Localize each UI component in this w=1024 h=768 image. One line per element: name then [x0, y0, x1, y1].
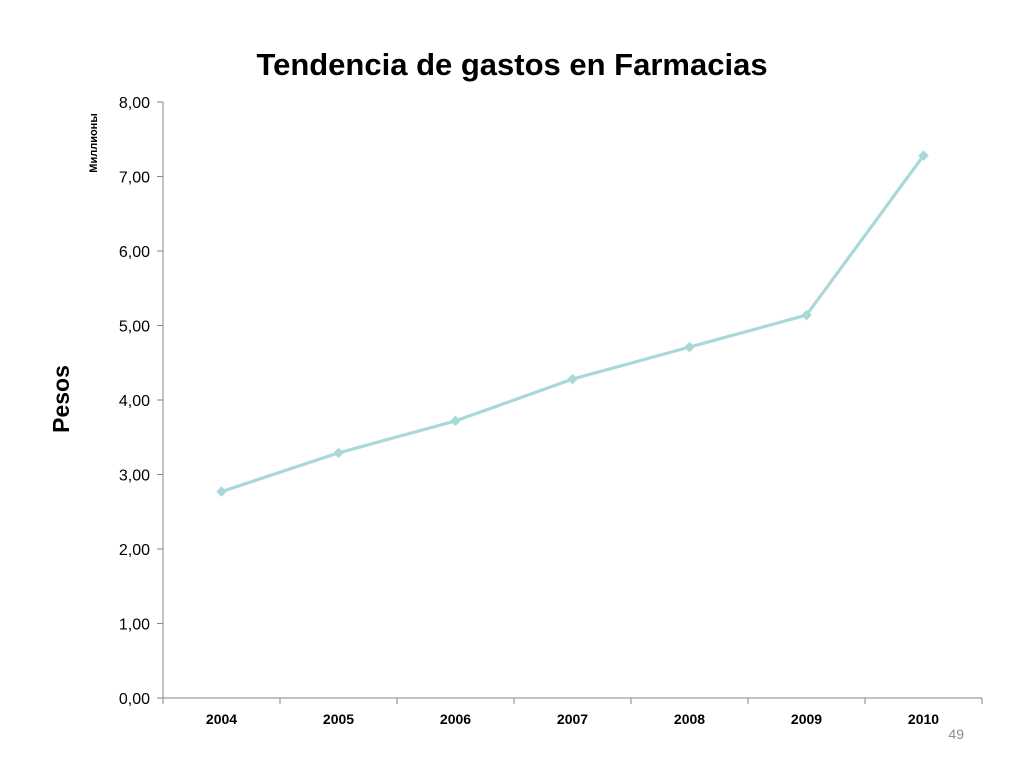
x-tick-labels: 2004 2005 2006 2007 2008 2009 2010 [206, 711, 939, 727]
y-tick-label: 5,00 [119, 319, 150, 336]
data-point-marker [216, 486, 227, 497]
x-tick-label: 2005 [323, 711, 354, 727]
y-tick-label: 7,00 [119, 170, 150, 187]
y-axis-label: Pesos [48, 365, 74, 433]
y-tick-labels: 0,00 1,00 2,00 3,00 4,00 5,00 6,00 7,00 8,00 [119, 95, 150, 708]
y-tick-label: 3,00 [119, 468, 150, 485]
x-tick-label: 2009 [791, 711, 822, 727]
data-point-marker [333, 447, 344, 459]
y-tick-label: 6,00 [119, 244, 150, 261]
x-tick-label: 2006 [440, 711, 471, 727]
x-tick-label: 2010 [908, 711, 939, 727]
chart-title: Tendencia de gastos en Farmacias [256, 47, 767, 82]
y-tick-label: 1,00 [119, 617, 150, 634]
chart-axes [157, 101, 983, 704]
y-axis-unit-label: Миллионы [88, 113, 100, 172]
series-group [216, 150, 929, 497]
data-point-marker [567, 373, 578, 385]
x-tick-label: 2007 [557, 711, 588, 727]
series-line [219, 154, 926, 494]
data-point-marker [801, 309, 812, 321]
y-tick-label: 8,00 [119, 95, 150, 112]
y-tick-label: 2,00 [119, 542, 150, 559]
y-tick-label: 4,00 [119, 393, 150, 410]
page-number: 49 [948, 726, 964, 742]
x-tick-label: 2004 [206, 711, 237, 727]
x-tick-label: 2008 [674, 711, 705, 727]
y-tick-label: 0,00 [119, 691, 150, 708]
data-point-marker [918, 150, 929, 161]
data-point-marker [684, 341, 695, 353]
data-point-marker [450, 415, 461, 427]
